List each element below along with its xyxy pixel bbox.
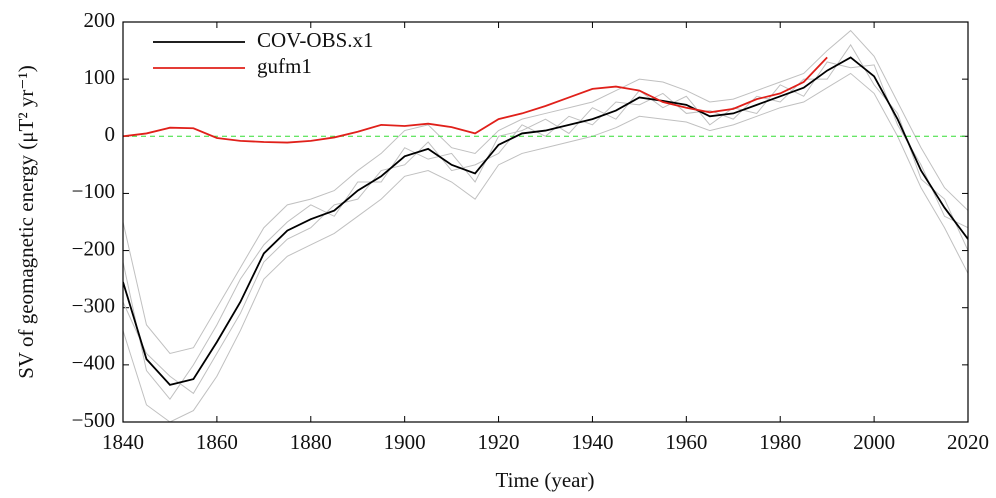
series-line (123, 29, 968, 354)
legend-label: COV-OBS.x1 (257, 28, 374, 52)
series-line (123, 61, 968, 400)
x-tick-label: 1960 (665, 430, 707, 454)
y-tick-label: 100 (84, 65, 116, 89)
plot-frame (122, 21, 969, 423)
series-line (123, 56, 968, 386)
x-tick-label: 1940 (571, 430, 613, 454)
y-tick-label: −400 (72, 351, 115, 375)
y-tick-label: −200 (72, 236, 115, 260)
x-tick-label: 1900 (384, 430, 426, 454)
x-tick-label: 1840 (102, 430, 144, 454)
x-tick-label: 1980 (759, 430, 801, 454)
y-tick-label: 200 (84, 8, 116, 32)
x-tick-label: 1860 (196, 430, 238, 454)
y-tick-label: −500 (72, 408, 115, 432)
series-line (123, 56, 828, 144)
x-tick-label: 1920 (478, 430, 520, 454)
y-axis-label: SV of geomagnetic energy (μT² yr⁻¹) (14, 65, 38, 379)
y-tick-label: −300 (72, 294, 115, 318)
y-tick-label: −100 (72, 179, 115, 203)
x-tick-label: 2000 (853, 430, 895, 454)
series-line (123, 72, 968, 422)
x-tick-label: 1880 (290, 430, 332, 454)
legend-label: gufm1 (257, 54, 312, 78)
y-tick-label: 0 (105, 122, 116, 146)
series-line (123, 43, 968, 395)
x-tick-label: 2020 (947, 430, 989, 454)
x-axis-label: Time (year) (496, 468, 595, 492)
